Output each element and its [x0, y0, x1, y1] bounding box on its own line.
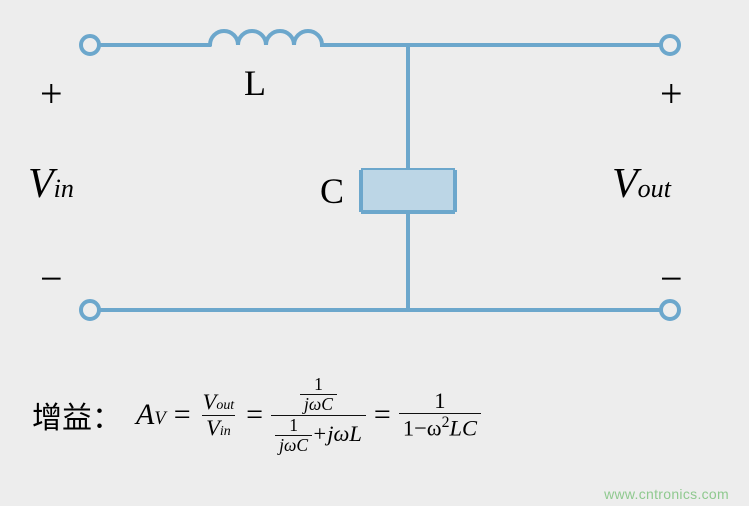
frac-vout-vin: Vout Vin — [199, 390, 239, 441]
watermark: www.cntronics.com — [604, 486, 729, 502]
frac-impedance: 1 jωC 1 jωC +jωL — [271, 375, 366, 455]
minus-left: − — [40, 255, 63, 302]
page-root: + − + − Vin Vout L C 增益： AV = Vout Vin =… — [0, 0, 749, 506]
frac-result: 1 1−ω2LC — [399, 389, 481, 442]
gain-symbol: AV — [136, 398, 166, 432]
minus-right: − — [660, 255, 683, 302]
gain-formula: 增益： AV = Vout Vin = 1 jωC 1 jωC +jωL = — [30, 375, 483, 455]
plus-right: + — [660, 70, 683, 117]
plus-left: + — [40, 70, 63, 117]
vin-label: Vin — [28, 160, 74, 208]
vout-label: Vout — [612, 160, 671, 208]
gain-text: 增益： — [32, 393, 122, 437]
capacitor-label: C — [320, 170, 344, 212]
inductor-label: L — [244, 62, 266, 104]
